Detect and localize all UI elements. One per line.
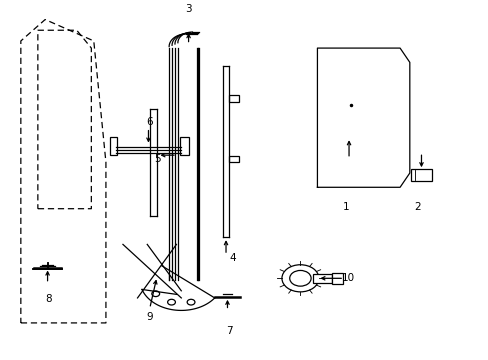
Text: 7: 7 <box>225 327 232 337</box>
Bar <box>110 136 116 155</box>
FancyBboxPatch shape <box>410 170 431 181</box>
Text: 2: 2 <box>413 202 420 212</box>
Text: 8: 8 <box>46 294 52 304</box>
Text: 5: 5 <box>154 154 161 164</box>
Text: 3: 3 <box>185 4 191 14</box>
Bar <box>229 95 239 102</box>
Text: 4: 4 <box>228 253 235 263</box>
Bar <box>331 273 342 284</box>
Text: 1: 1 <box>343 202 349 212</box>
Bar <box>180 136 189 155</box>
Text: 10: 10 <box>341 273 354 283</box>
Text: 6: 6 <box>146 117 153 127</box>
Bar <box>312 274 331 283</box>
Bar <box>229 156 239 162</box>
Text: 9: 9 <box>146 312 153 322</box>
